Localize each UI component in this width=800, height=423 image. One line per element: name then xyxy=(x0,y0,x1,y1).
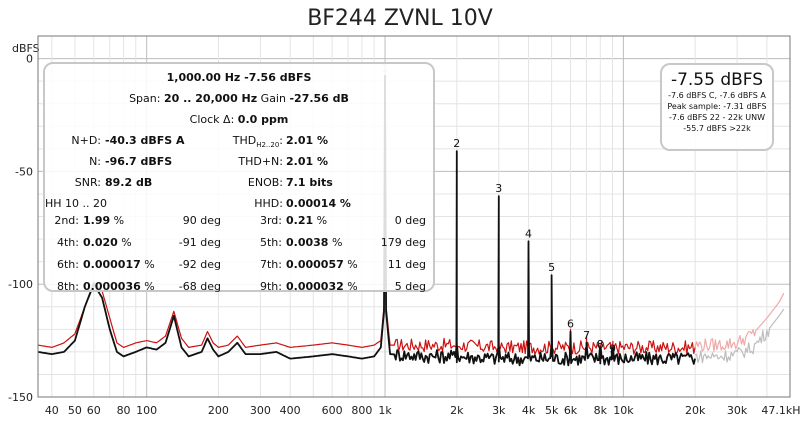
harmonic-marker-label: 4 xyxy=(525,227,532,240)
x-tick-label: 100 xyxy=(136,404,157,417)
measurement-panel: 1,000.00 Hz -7.56 dBFS Span: 20 .. 20,00… xyxy=(43,62,435,293)
harmonic-level: 0.000032 % xyxy=(286,280,358,293)
metric-value: 2.01 % xyxy=(286,155,328,168)
x-tick-label: 1k xyxy=(378,404,392,417)
peak-above-22k-level: -55.7 dBFS >22k xyxy=(683,124,751,133)
harmonic-marker-label: 6 xyxy=(567,318,574,331)
harmonic-level: 0.020 % xyxy=(83,236,132,249)
harmonic-phase: -91 deg xyxy=(178,236,221,249)
metric-label: N+D: xyxy=(71,134,101,147)
span-label: Span: xyxy=(129,92,161,105)
gain-label: Gain xyxy=(260,92,286,105)
x-tick-label: 30k xyxy=(727,404,748,417)
harmonic-label: 6th: xyxy=(57,258,79,271)
harmonic-marker-label: 7 xyxy=(583,329,590,342)
metric-label: ENOB: xyxy=(247,176,283,189)
clock-label: Clock Δ: xyxy=(189,113,235,126)
harmonic-phase: 11 deg xyxy=(387,258,426,271)
x-tick-label: 300 xyxy=(250,404,271,417)
x-tick-label: 50 xyxy=(68,404,82,417)
harmonic-phase: -92 deg xyxy=(178,258,221,271)
span-value: 20 .. 20,000 Hz xyxy=(163,92,258,105)
harmonic-marker-label: 3 xyxy=(495,182,502,195)
metric-value: 2.01 % xyxy=(286,134,328,147)
metric-label: SNR: xyxy=(74,176,101,189)
metric-label: HH 10 .. 20 xyxy=(45,197,108,210)
x-tick-label: 20k xyxy=(685,404,706,417)
harmonic-level: 0.0038 % xyxy=(286,236,343,249)
x-tick-label: 8k xyxy=(594,404,608,417)
x-tick-label: 600 xyxy=(322,404,343,417)
clock-readout: Clock Δ: 0.0 ppm xyxy=(45,113,433,126)
harmonic-level: 0.000036 % xyxy=(83,280,155,293)
peak-level-value: -7.55 dBFS xyxy=(670,70,764,90)
harmonic-phase: 179 deg xyxy=(380,236,426,249)
peak-level-panel: -7.55 dBFS -7.6 dBFS C, -7.6 dBFS A Peak… xyxy=(660,63,774,151)
peak-unweighted-level: -7.6 dBFS 22 - 22k UNW xyxy=(668,113,766,122)
y-tick-label: -50 xyxy=(15,165,33,178)
y-tick-label: -150 xyxy=(8,391,33,404)
metric-label: THDH2..20: xyxy=(232,134,283,150)
x-tick-label: 800 xyxy=(351,404,372,417)
x-tick-label: 3k xyxy=(492,404,506,417)
metric-label: THD+N: xyxy=(238,155,283,168)
spectrum-line xyxy=(694,292,785,352)
x-tick-label: 60 xyxy=(87,404,101,417)
x-tick-label: 400 xyxy=(280,404,301,417)
x-tick-label: 10k xyxy=(613,404,634,417)
x-tick-label: 2k xyxy=(450,404,464,417)
harmonic-label: 9th: xyxy=(260,280,282,293)
harmonic-label: 8th: xyxy=(57,280,79,293)
y-tick-label: 0 xyxy=(26,53,33,66)
metric-value: 7.1 bits xyxy=(286,176,333,189)
x-tick-label: 40 xyxy=(45,404,59,417)
chart-title: BF244 ZVNL 10V xyxy=(307,6,493,31)
clock-value: 0.0 ppm xyxy=(237,113,289,126)
fundamental-readout: 1,000.00 Hz -7.56 dBFS xyxy=(166,71,312,84)
metric-value: -96.7 dBFS xyxy=(105,155,173,168)
span-gain-readout: Span: 20 .. 20,000 Hz Gain -27.56 dB xyxy=(45,92,433,105)
metric-value: -40.3 dBFS A xyxy=(105,134,185,147)
harmonic-label: 3rd: xyxy=(259,214,282,227)
harmonic-marker-label: 2 xyxy=(453,137,460,150)
harmonic-level: 0.000017 % xyxy=(83,258,155,271)
harmonic-label: 7th: xyxy=(260,258,282,271)
x-tick-label: 4k xyxy=(522,404,536,417)
harmonic-level: 0.21 % xyxy=(286,214,328,227)
gain-value: -27.56 dB xyxy=(289,92,349,105)
metric-label: N: xyxy=(89,155,101,168)
harmonic-level: 1.99 % xyxy=(83,214,125,227)
harmonic-marker-label: 9 xyxy=(609,342,616,355)
harmonic-label: 5th: xyxy=(260,236,282,249)
y-axis-label: dBFS xyxy=(12,42,40,55)
harmonic-label: 4th: xyxy=(57,236,79,249)
metric-label: HHD: xyxy=(254,197,283,210)
peak-sample-level: Peak sample: -7.31 dBFS xyxy=(667,102,767,111)
harmonic-phase: 5 deg xyxy=(394,280,426,293)
harmonic-level: 0.000057 % xyxy=(286,258,358,271)
harmonic-phase: 90 deg xyxy=(182,214,221,227)
metric-value: 0.00014 % xyxy=(286,197,351,210)
x-tick-label: 200 xyxy=(208,404,229,417)
harmonic-phase: -68 deg xyxy=(178,280,221,293)
x-tick-label: 5k xyxy=(545,404,559,417)
harmonic-phase: 0 deg xyxy=(394,214,426,227)
x-tick-label: 80 xyxy=(117,404,131,417)
peak-weighted-levels: -7.6 dBFS C, -7.6 dBFS A xyxy=(668,91,766,100)
axis-tick-labels: 40 50 60 80 100 200 300 400 600 800 1k 2k 3k 4k 5k 6k 8k… xyxy=(8,53,800,417)
x-tick-label: 47.1kHz xyxy=(761,404,800,417)
harmonic-label: 2nd: xyxy=(54,214,79,227)
harmonic-marker-label: 5 xyxy=(548,261,555,274)
spectrum-line xyxy=(694,308,785,364)
metric-value: 89.2 dB xyxy=(105,176,153,189)
plot-frame xyxy=(37,35,791,398)
x-tick-label: 6k xyxy=(564,404,578,417)
harmonic-marker-label: 8 xyxy=(597,338,604,351)
y-tick-label: -100 xyxy=(8,278,33,291)
